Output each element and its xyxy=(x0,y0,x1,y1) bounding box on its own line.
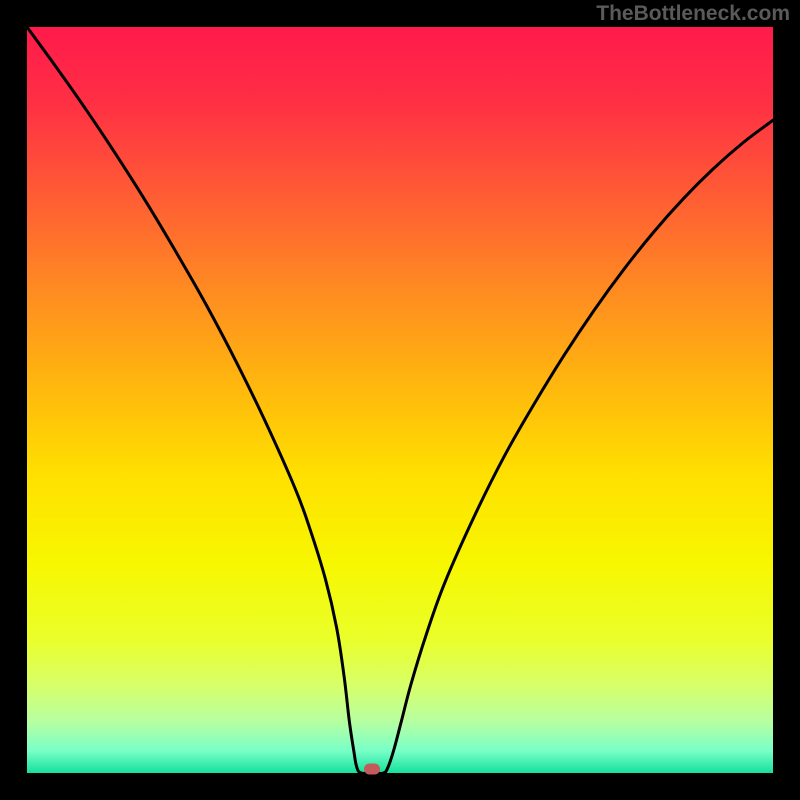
plot-area xyxy=(27,27,773,773)
minimum-marker xyxy=(364,764,380,775)
watermark-text: TheBottleneck.com xyxy=(596,2,790,26)
chart-container: TheBottleneck.com xyxy=(0,0,800,800)
curve-svg xyxy=(27,27,773,773)
v-curve-path xyxy=(27,27,773,773)
